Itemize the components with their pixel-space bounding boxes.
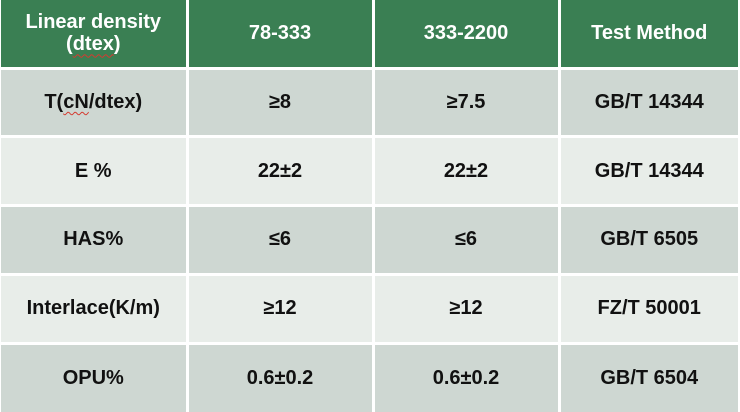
header-linear-density: Linear density (dtex): [1, 0, 189, 70]
method-cell: GB/T 14344: [559, 68, 738, 139]
property-cell: T(cN/dtex): [1, 68, 189, 139]
method-cell: GB/T 6505: [559, 205, 738, 276]
header-linear-density-line1: Linear density: [25, 11, 162, 34]
method-cell: GB/T 14344: [559, 136, 738, 208]
header-range-high: 333-2200: [373, 0, 561, 70]
value-low-cell: ≤6: [187, 205, 375, 276]
method-cell: FZ/T 50001: [559, 274, 738, 345]
property-cell: Interlace(K/m): [1, 274, 189, 345]
value-high-cell: 0.6±0.2: [373, 343, 561, 412]
table-row: Interlace(K/m) ≥12 ≥12 FZ/T 50001: [1, 274, 738, 345]
value-high-cell: ≥12: [373, 274, 561, 345]
value-low-cell: ≥12: [187, 274, 375, 345]
table-row: OPU% 0.6±0.2 0.6±0.2 GB/T 6504: [1, 343, 738, 412]
property-cell: E %: [1, 136, 189, 208]
method-cell: GB/T 6504: [559, 343, 738, 412]
property-cell: HAS%: [1, 205, 189, 276]
property-suffix: /dtex): [88, 90, 143, 113]
header-unit-open: (: [66, 33, 73, 56]
header-unit-close: ): [113, 33, 121, 56]
table-row: E % 22±2 22±2 GB/T 14344: [1, 136, 738, 208]
property-prefix: T(: [44, 90, 64, 113]
value-low-cell: 0.6±0.2: [187, 343, 375, 412]
table-row: HAS% ≤6 ≤6 GB/T 6505: [1, 205, 738, 276]
value-high-cell: ≤6: [373, 205, 561, 276]
value-high-cell: ≥7.5: [373, 68, 561, 139]
header-test-method: Test Method: [559, 0, 738, 70]
header-range-low: 78-333: [187, 0, 375, 70]
property-cell: OPU%: [1, 343, 189, 412]
value-low-cell: ≥8: [187, 68, 375, 139]
header-row: Linear density (dtex) 78-333 333-2200 Tes…: [1, 0, 738, 70]
table-row: T(cN/dtex) ≥8 ≥7.5 GB/T 14344: [1, 68, 738, 139]
value-high-cell: 22±2: [373, 136, 561, 208]
property-unit: cN: [63, 90, 89, 113]
header-unit-dtex: dtex: [72, 33, 114, 56]
value-low-cell: 22±2: [187, 136, 375, 208]
